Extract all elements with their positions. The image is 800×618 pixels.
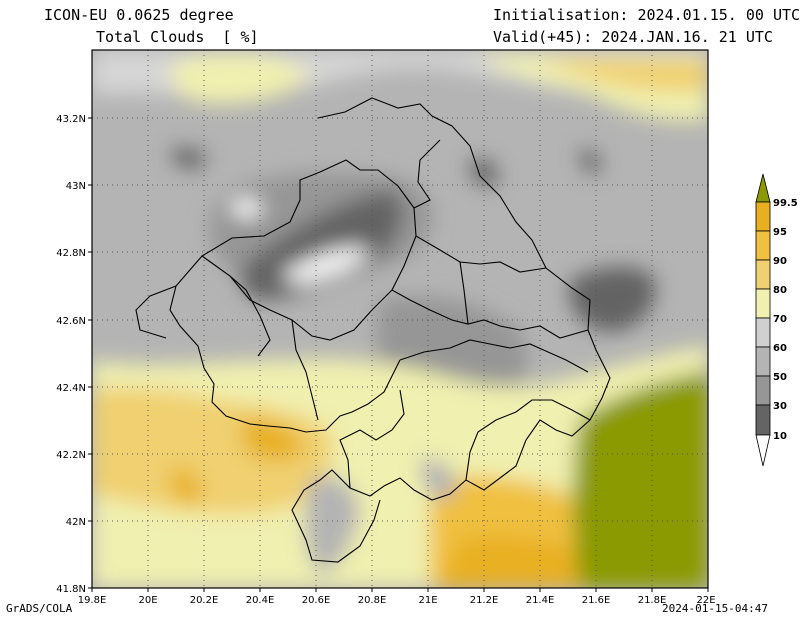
colorbar-box (755, 230, 771, 261)
lon-label: 20.2E (190, 595, 219, 606)
lon-label: 20.4E (246, 595, 275, 606)
colorbar-box (755, 288, 771, 319)
colorbar-box (755, 346, 771, 377)
lon-label: 21.2E (470, 595, 499, 606)
lon-label: 21.4E (526, 595, 555, 606)
lon-label: 20.6E (302, 595, 331, 606)
lon-label: 21E (418, 595, 437, 606)
colorbar-label: 95 (773, 227, 787, 238)
colorbar-box (755, 404, 771, 436)
colorbar-label: 70 (773, 314, 787, 325)
lat-label: 42.8N (56, 248, 86, 259)
lat-label: 42.4N (56, 383, 86, 394)
colorbar-label: 10 (773, 431, 787, 442)
colorbar (755, 173, 771, 467)
lat-labels: 43.2N 43N 42.8N 42.6N 42.4N 42.2N 42N 41… (56, 114, 86, 595)
colorbar-box (755, 259, 771, 290)
colorbar-label: 50 (773, 372, 787, 383)
lat-label: 43N (66, 181, 86, 192)
lat-label: 42.2N (56, 450, 86, 461)
country-borders (135, 97, 611, 563)
colorbar-bottom-arrow (755, 434, 771, 467)
colorbar-label: 90 (773, 256, 787, 267)
lon-label: 22E (696, 595, 715, 606)
lon-label: 21.8E (638, 595, 667, 606)
colorbar-label: 99.5 (773, 198, 798, 209)
colorbar-labels: 99.5 95 90 80 70 60 50 30 10 (773, 198, 798, 442)
render-timestamp: 2024-01-15-04:47 (662, 602, 768, 615)
colorbar-label: 60 (773, 343, 787, 354)
colorbar-label: 80 (773, 285, 787, 296)
lat-label: 41.8N (56, 584, 86, 595)
lon-label: 19.8E (78, 595, 107, 606)
init-time: Initialisation: 2024.01.15. 00 UTC (493, 6, 800, 24)
cloud-field (92, 50, 708, 588)
plot-frame (91, 49, 709, 589)
colorbar-box (755, 375, 771, 406)
lat-label: 43.2N (56, 114, 86, 125)
lat-label: 42N (66, 517, 86, 528)
colorbar-label: 30 (773, 401, 787, 412)
lon-label: 21.6E (582, 595, 611, 606)
colorbar-box (755, 317, 771, 348)
lon-labels: 19.8E 20E 20.2E 20.4E 20.6E 20.8E 21E 21… (78, 595, 716, 606)
grads-credit: GrADS/COLA (6, 602, 73, 615)
model-title: ICON-EU 0.0625 degree (44, 6, 234, 24)
field-title: Total Clouds [ %] (96, 28, 259, 46)
lat-label: 42.6N (56, 316, 86, 327)
lon-label: 20.8E (358, 595, 387, 606)
axis-ticks (88, 117, 709, 592)
colorbar-box (755, 201, 771, 232)
valid-time: Valid(+45): 2024.JAN.16. 21 UTC (493, 28, 773, 46)
colorbar-top-arrow (755, 173, 771, 203)
lon-label: 20E (138, 595, 157, 606)
